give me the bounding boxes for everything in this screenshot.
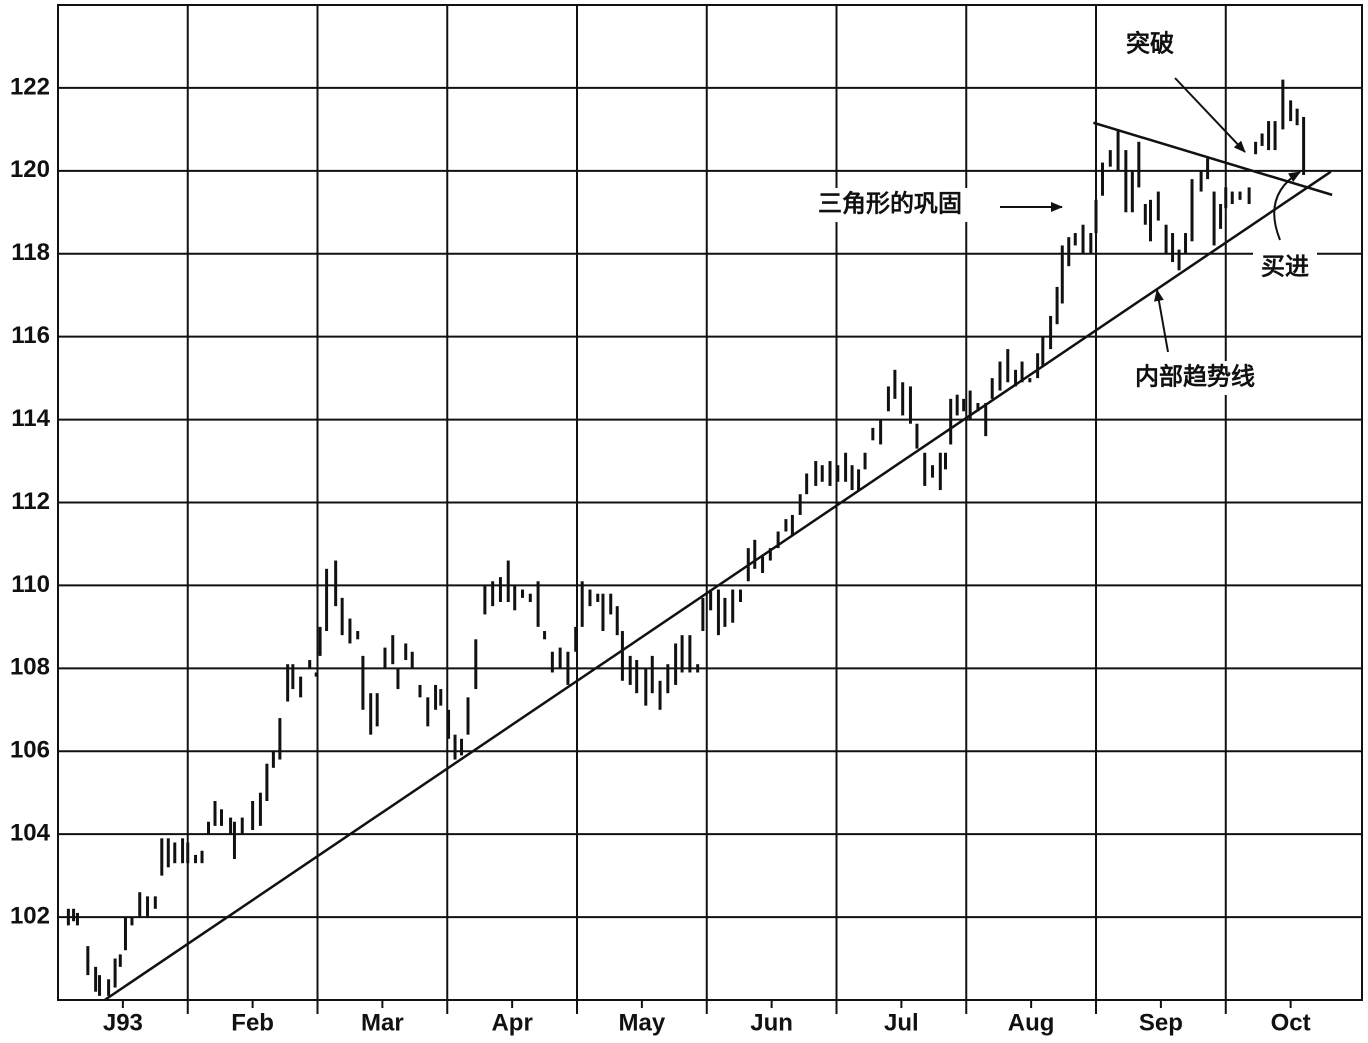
x-tick-label: Feb [231,1009,274,1036]
x-tick-label: May [619,1009,666,1036]
annotation-arrow [1174,77,1246,153]
y-tick-label: 112 [11,488,50,515]
x-tick-label: J93 [103,1009,143,1036]
annotation: 内部趋势线 [1135,362,1255,390]
y-tick-label: 108 [10,654,50,681]
trend-line [1093,121,1333,197]
x-tick-label: Sep [1139,1009,1183,1036]
annotation-bg [1118,28,1182,62]
trend-line [104,170,1332,1002]
annotation-arrow [1153,289,1169,353]
annotation: 买进 [1261,253,1309,280]
x-tick-label: Jul [884,1009,919,1036]
annotation-bg [798,188,982,222]
y-tick-label: 116 [11,322,50,349]
annotation-bg [1119,361,1271,395]
annotation-bg [1253,251,1317,285]
x-tick-label: Apr [491,1009,532,1036]
y-tick-label: 104 [10,820,51,847]
y-tick-label: 120 [10,156,50,183]
x-tick-label: Mar [361,1009,404,1036]
x-tick-label: Aug [1008,1009,1055,1036]
y-tick-label: 114 [11,405,50,432]
y-tick-label: 118 [11,239,50,266]
annotation: 突破 [1126,29,1174,57]
y-tick-label: 106 [10,737,50,764]
y-tick-label: 102 [10,902,50,929]
x-tick-label: Jun [750,1009,793,1036]
y-tick-label: 110 [11,571,50,598]
x-tick-label: Oct [1271,1009,1311,1036]
annotation: 三角形的巩固 [818,189,962,217]
y-tick-label: 122 [10,73,50,100]
annotation-arrow [1273,171,1301,241]
